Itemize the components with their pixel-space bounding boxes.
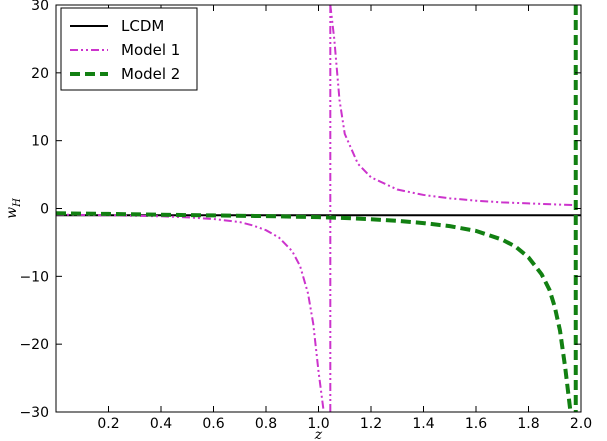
x-tick-label: 1.8 — [517, 416, 539, 432]
x-tick-label: 0.6 — [202, 416, 224, 432]
x-tick-label: 1.4 — [412, 416, 434, 432]
x-tick-label: 0.4 — [150, 416, 172, 432]
y-tick-label: 20 — [31, 66, 49, 82]
y-axis-label-sub: H — [12, 198, 23, 208]
legend: LCDM Model 1 Model 2 — [60, 7, 198, 91]
series-2-line-1 — [56, 213, 325, 412]
legend-label-2: Model 1 — [121, 41, 180, 59]
y-tick-label: −30 — [19, 405, 49, 421]
y-axis-label-main: w — [4, 207, 20, 219]
y-axis-label: wH — [4, 198, 23, 219]
x-tick-label: 0.8 — [255, 416, 277, 432]
series-2-line-2 — [329, 5, 576, 207]
x-tick-label: 1.0 — [307, 416, 329, 432]
y-tick-label: −10 — [19, 269, 49, 285]
y-tick-label: 30 — [31, 0, 49, 14]
x-tick-label: 2.0 — [570, 416, 592, 432]
legend-box — [60, 7, 198, 91]
series-2 — [56, 5, 576, 412]
axis-ticks: 0.2 0.4 0.6 0.8 1.0 1.2 1.4 1.6 1.8 2.0 −30 −20 −10 0… — [19, 0, 592, 432]
legend-label-3: Model 2 — [121, 65, 180, 83]
x-tick-label: 1.2 — [360, 416, 382, 432]
legend-label-1: LCDM — [121, 17, 164, 35]
x-tick-label: 1.6 — [465, 416, 487, 432]
x-axis-label: z — [314, 427, 323, 441]
y-tick-label: 10 — [31, 134, 49, 150]
y-tick-label: −20 — [19, 337, 49, 353]
x-tick-label: 0.2 — [97, 416, 119, 432]
series-3-line-1 — [56, 211, 573, 412]
y-tick-label: 0 — [40, 202, 49, 218]
